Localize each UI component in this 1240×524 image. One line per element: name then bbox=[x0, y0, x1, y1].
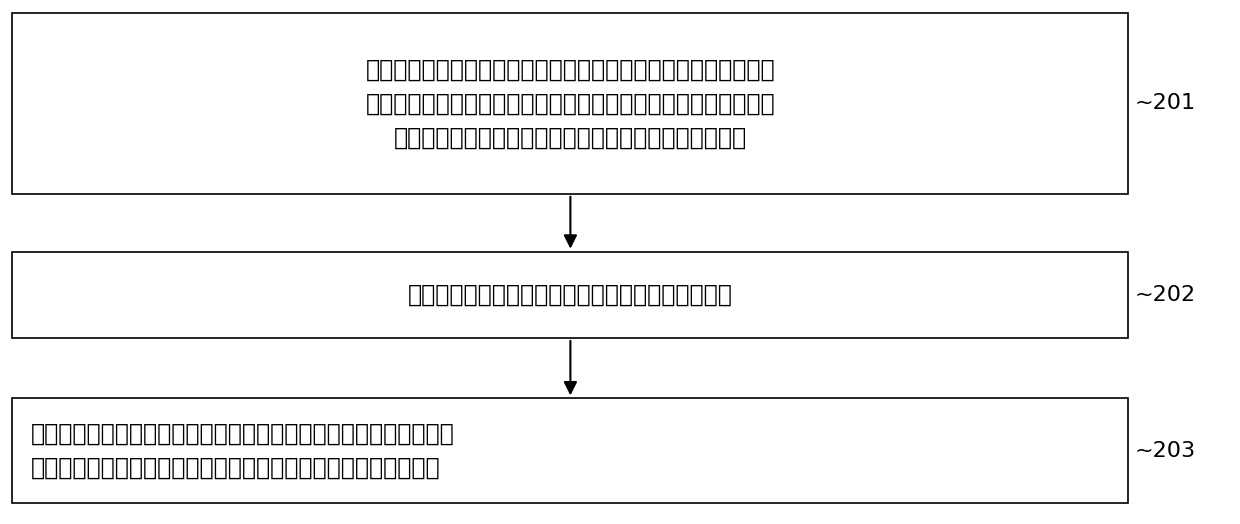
Text: 污染监控点位的水质特征以及污染监控点位的特征污染物: 污染监控点位的水质特征以及污染监控点位的特征污染物 bbox=[394, 126, 746, 149]
Text: 服务器根据目标污染行业从污染监控点位对应的污染溯源范围内确定: 服务器根据目标污染行业从污染监控点位对应的污染溯源范围内确定 bbox=[31, 422, 455, 445]
Text: 点位发生水质异常时，将某目标点位确定为污染监控点位，并获取: 点位发生水质异常时，将某目标点位确定为污染监控点位，并获取 bbox=[366, 92, 775, 115]
Text: ~202: ~202 bbox=[1135, 285, 1195, 305]
Text: ~201: ~201 bbox=[1135, 93, 1195, 114]
Text: ~203: ~203 bbox=[1135, 441, 1195, 461]
Bar bbox=[12, 252, 1128, 338]
Bar bbox=[12, 13, 1128, 194]
Text: 服务器根据水质特征和特征污染物确定目标污染行业: 服务器根据水质特征和特征污染物确定目标污染行业 bbox=[408, 283, 733, 307]
Text: 污染源对象，污染源对象为造成污染监控点位的水污染事件的主体: 污染源对象，污染源对象为造成污染监控点位的水污染事件的主体 bbox=[31, 456, 440, 479]
Text: 对监管区域内的多个目标点位进行在线水质监测，当监测到某目标: 对监管区域内的多个目标点位进行在线水质监测，当监测到某目标 bbox=[366, 58, 775, 81]
Bar bbox=[12, 398, 1128, 503]
